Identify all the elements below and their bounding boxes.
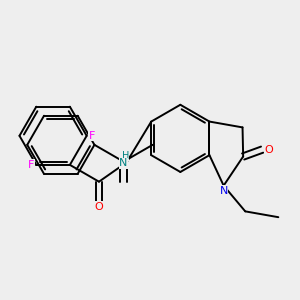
Text: O: O bbox=[264, 145, 273, 154]
Text: F: F bbox=[28, 160, 34, 170]
Text: O: O bbox=[94, 202, 103, 212]
Text: F: F bbox=[89, 131, 95, 141]
Text: H: H bbox=[122, 151, 129, 161]
Text: N: N bbox=[220, 186, 228, 196]
Text: N: N bbox=[119, 158, 128, 168]
